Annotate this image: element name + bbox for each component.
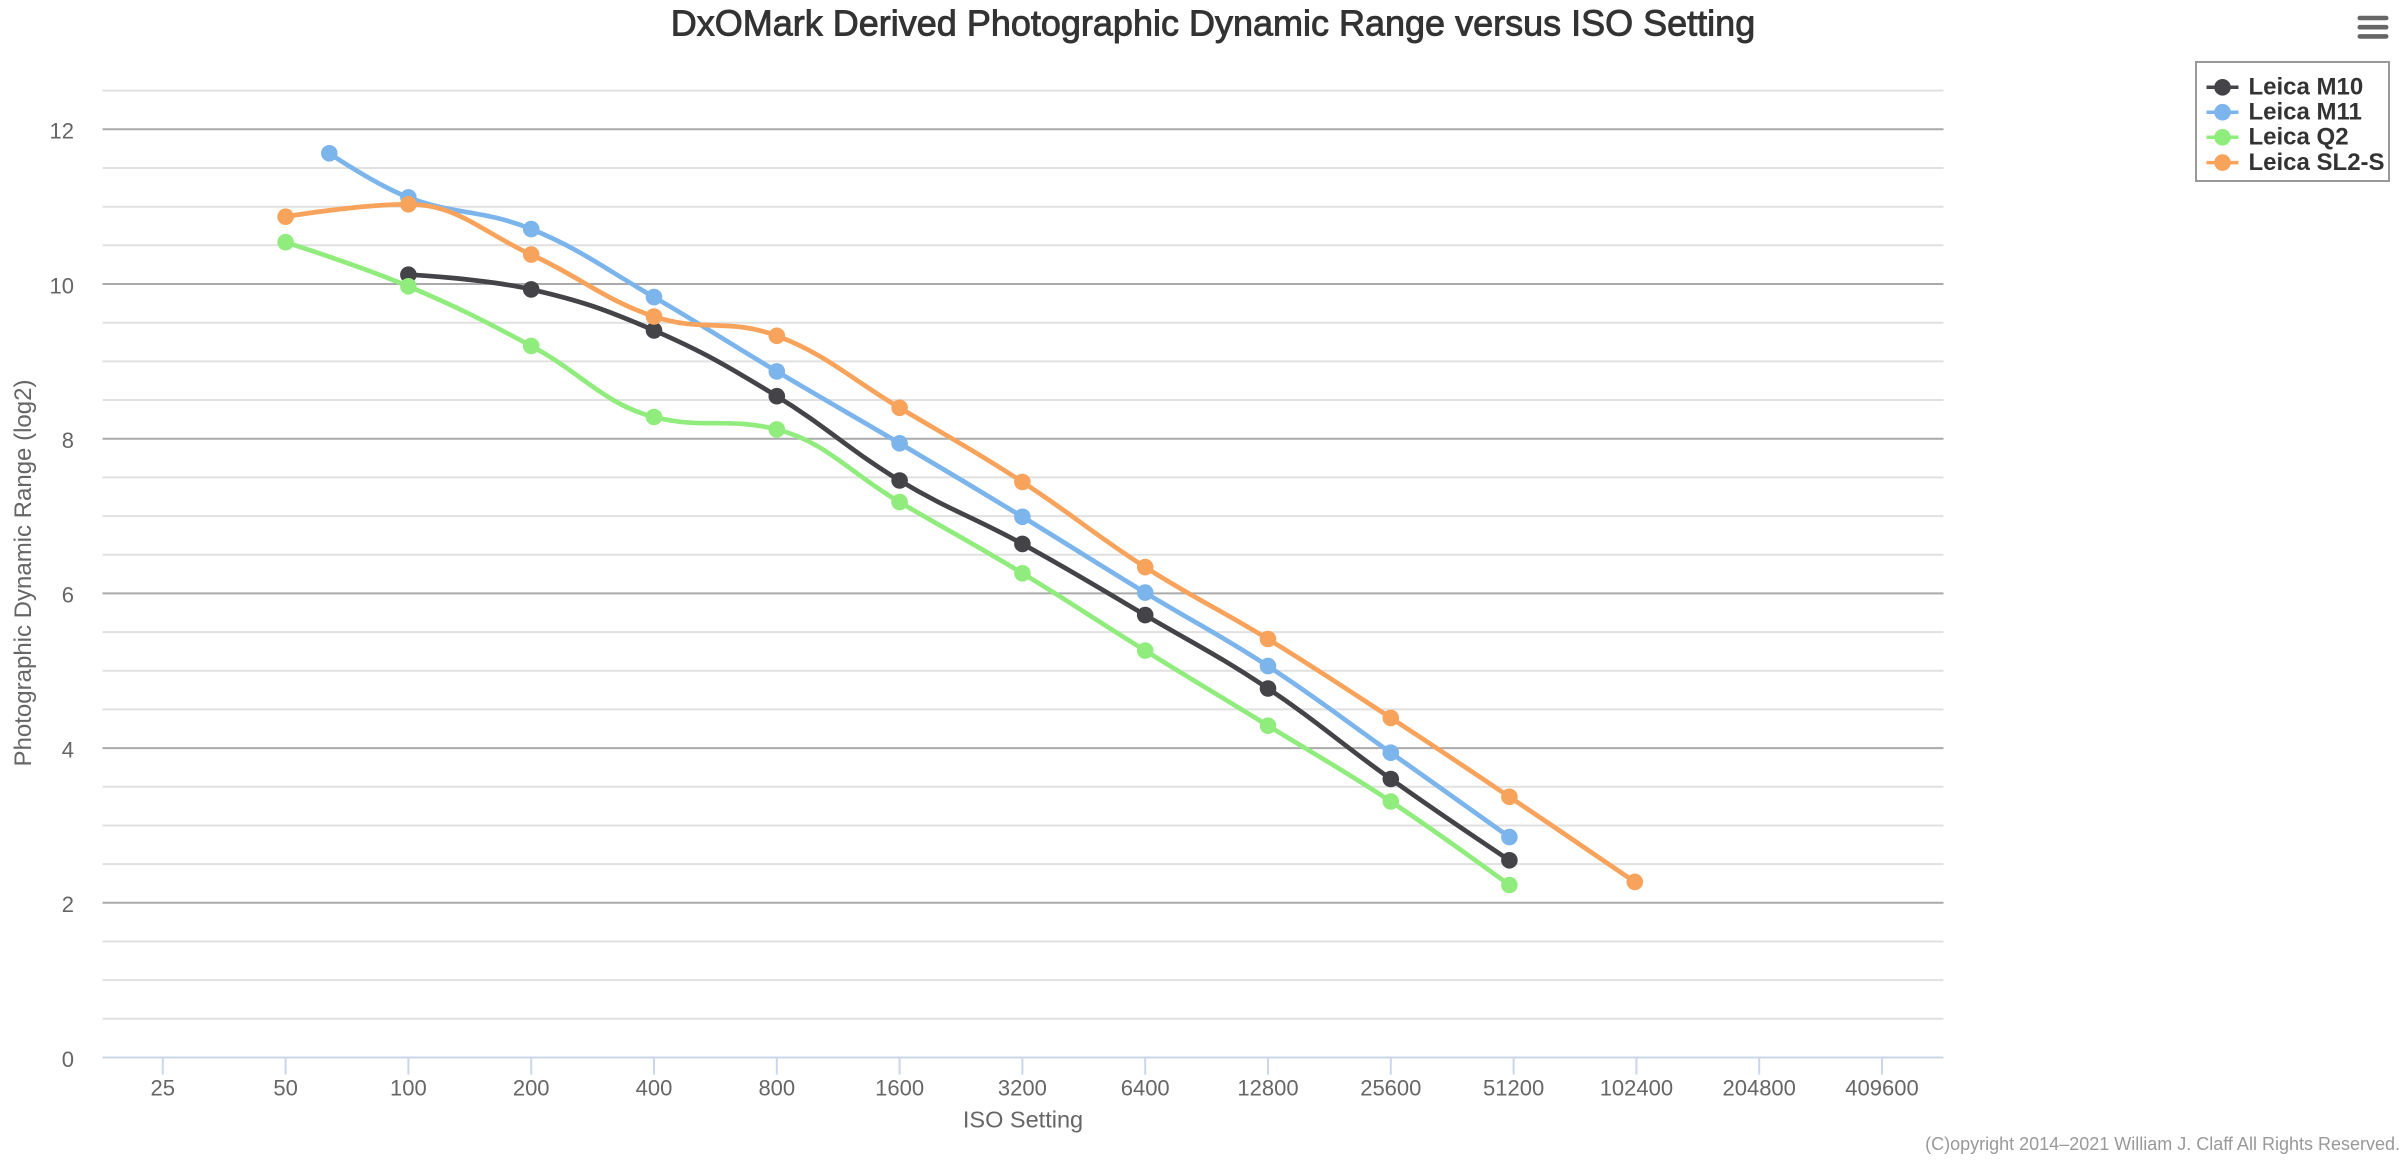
svg-text:204800: 204800 — [1722, 1076, 1795, 1101]
svg-text:50: 50 — [273, 1076, 297, 1101]
svg-text:400: 400 — [636, 1076, 673, 1101]
svg-text:1600: 1600 — [875, 1076, 924, 1101]
svg-text:4: 4 — [62, 737, 74, 762]
svg-text:ISO Setting: ISO Setting — [963, 1107, 1083, 1133]
svg-text:2: 2 — [62, 892, 74, 917]
svg-text:12: 12 — [50, 119, 74, 144]
svg-text:DxOMark Derived Photographic D: DxOMark Derived Photographic Dynamic Ran… — [671, 3, 1755, 44]
svg-text:0: 0 — [62, 1047, 74, 1072]
svg-text:8: 8 — [62, 428, 74, 453]
svg-text:100: 100 — [390, 1076, 427, 1101]
svg-text:409600: 409600 — [1845, 1076, 1918, 1101]
svg-text:102400: 102400 — [1600, 1076, 1673, 1101]
svg-text:25600: 25600 — [1360, 1076, 1421, 1101]
svg-text:6: 6 — [62, 583, 74, 608]
svg-text:200: 200 — [513, 1076, 550, 1101]
svg-text:Leica SL2-S: Leica SL2-S — [2249, 149, 2385, 176]
svg-text:Leica M10: Leica M10 — [2249, 74, 2364, 101]
svg-text:Leica Q2: Leica Q2 — [2249, 124, 2349, 151]
svg-text:51200: 51200 — [1483, 1076, 1544, 1101]
svg-text:10: 10 — [50, 273, 74, 298]
svg-text:25: 25 — [151, 1076, 175, 1101]
svg-text:Leica M11: Leica M11 — [2249, 98, 2362, 125]
svg-text:3200: 3200 — [998, 1076, 1047, 1101]
svg-text:12800: 12800 — [1237, 1076, 1298, 1101]
svg-text:(C)opyright 2014–2021 William: (C)opyright 2014–2021 William J. Claff A… — [1925, 1134, 2400, 1154]
svg-text:6400: 6400 — [1121, 1076, 1170, 1101]
svg-text:800: 800 — [758, 1076, 795, 1101]
svg-text:Photographic Dynamic Range (lo: Photographic Dynamic Range (log2) — [10, 380, 37, 767]
